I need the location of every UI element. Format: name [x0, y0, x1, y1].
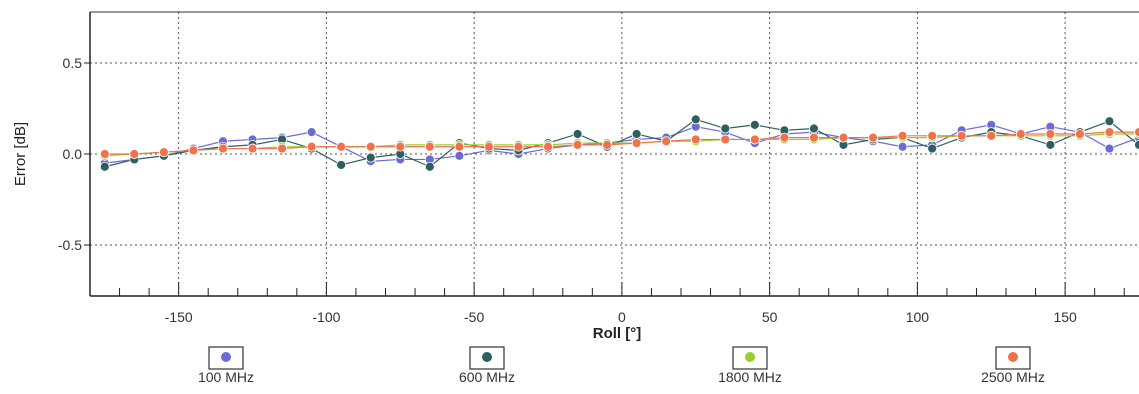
- data-point: [306, 127, 317, 138]
- data-point: [1015, 129, 1026, 139]
- y-axis-title: Error [dB]: [12, 122, 29, 186]
- y-tick-label: -0.5: [58, 237, 82, 253]
- data-point: [838, 132, 849, 143]
- data-point: [602, 139, 613, 150]
- data-point: [1045, 139, 1056, 150]
- data-point: [306, 141, 317, 152]
- data-point: [986, 130, 997, 141]
- data-point: [927, 130, 938, 141]
- series-2500-mhz: [99, 127, 1139, 159]
- data-point: [1104, 127, 1115, 138]
- legend-item: 1800 MHz: [718, 346, 782, 385]
- data-point: [424, 141, 435, 152]
- legend: 100 MHz 600 MHz 1800 MHz 2500 MHz: [198, 346, 1045, 385]
- series-line: [104, 118, 1139, 168]
- y-tick-label: 0.5: [63, 55, 83, 71]
- series-layer: [99, 114, 1139, 172]
- data-point: [897, 130, 908, 141]
- plot-background: [90, 12, 1139, 296]
- data-point: [218, 143, 228, 154]
- data-point: [158, 147, 169, 158]
- legend-label: 1800 MHz: [718, 369, 782, 385]
- axis-ticks: -150 -100 -50 0 50 100 150 -0.5 0.0 0.5: [58, 55, 1125, 325]
- data-point: [1104, 143, 1115, 154]
- legend-label: 100 MHz: [198, 369, 254, 385]
- data-point: [454, 150, 465, 161]
- legend-label: 600 MHz: [459, 369, 515, 385]
- data-point: [395, 141, 406, 152]
- data-point: [631, 129, 642, 139]
- data-point: [1045, 129, 1056, 139]
- data-point: [572, 139, 583, 150]
- x-tick-label: 50: [762, 309, 778, 325]
- data-point: [99, 149, 110, 159]
- data-point: [1134, 127, 1139, 138]
- data-point: [809, 123, 819, 134]
- data-point: [277, 143, 287, 154]
- data-point: [484, 141, 494, 152]
- x-tick-label: 150: [1053, 309, 1077, 325]
- data-point: [365, 141, 376, 152]
- legend-item: 100 MHz: [198, 346, 254, 385]
- x-tick-label: -100: [312, 309, 340, 325]
- series-line: [104, 124, 1139, 164]
- data-point: [809, 132, 819, 143]
- data-point: [690, 134, 701, 145]
- data-point: [927, 143, 938, 154]
- data-point: [129, 149, 140, 159]
- legend-swatch-marker: [745, 352, 755, 362]
- legend-swatch-marker: [1008, 352, 1018, 362]
- x-tick-label: -50: [464, 309, 484, 325]
- data-point: [543, 141, 553, 152]
- data-point: [631, 138, 642, 148]
- grid-lines: [90, 12, 1139, 296]
- x-tick-label: 0: [618, 309, 626, 325]
- legend-swatch-marker: [482, 352, 492, 362]
- data-point: [690, 114, 701, 125]
- data-point: [868, 132, 878, 143]
- data-point: [1134, 139, 1139, 150]
- data-point: [897, 141, 908, 152]
- data-point: [424, 161, 435, 172]
- data-point: [661, 136, 672, 147]
- data-point: [454, 141, 465, 152]
- data-point: [513, 141, 524, 152]
- data-point: [247, 143, 258, 154]
- x-tick-label: 100: [906, 309, 930, 325]
- x-tick-label: -150: [165, 309, 193, 325]
- series-line: [104, 131, 1139, 155]
- data-point: [1075, 129, 1085, 139]
- data-point: [749, 119, 760, 130]
- x-axis-title: Roll [°]: [593, 325, 642, 342]
- data-point: [336, 141, 347, 152]
- data-point: [1104, 116, 1115, 127]
- data-point: [572, 129, 583, 139]
- data-point: [188, 145, 199, 156]
- data-point: [749, 134, 760, 145]
- legend-item: 600 MHz: [459, 346, 515, 385]
- data-point: [336, 160, 347, 170]
- legend-label: 2500 MHz: [981, 369, 1045, 385]
- data-point: [99, 161, 110, 172]
- data-point: [720, 123, 731, 134]
- data-point: [720, 134, 731, 145]
- y-tick-label: 0.0: [63, 146, 83, 162]
- data-point: [779, 132, 790, 143]
- data-point: [956, 130, 967, 141]
- legend-swatch-marker: [221, 352, 231, 362]
- legend-item: 2500 MHz: [981, 346, 1045, 385]
- data-point: [365, 152, 376, 163]
